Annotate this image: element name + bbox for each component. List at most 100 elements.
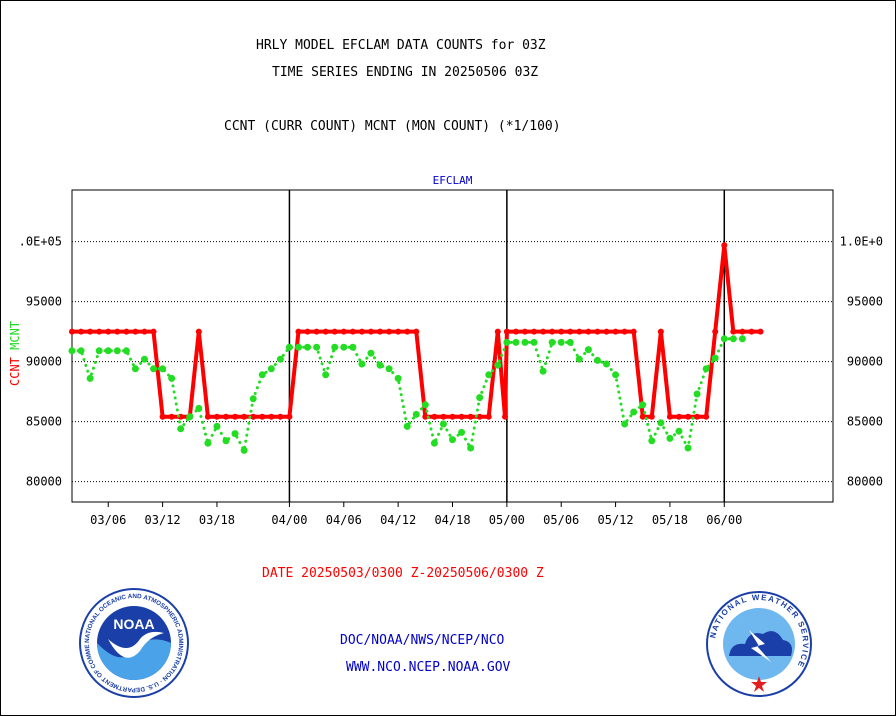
data-point-mcnt	[285, 343, 293, 351]
data-point-mcnt	[720, 335, 728, 343]
data-point-mcnt	[711, 354, 719, 362]
chart-title-line1: HRLY MODEL EFCLAM DATA COUNTS for 03Z	[256, 38, 546, 53]
y-tick-label-right: 90000	[847, 355, 883, 369]
data-point-ccnt	[268, 413, 275, 420]
data-point-mcnt	[449, 436, 456, 444]
data-point-ccnt	[241, 413, 248, 420]
data-point-mcnt	[195, 404, 203, 412]
data-point-ccnt	[322, 328, 329, 335]
data-point-ccnt	[386, 328, 393, 335]
y-tick-label-left: 85000	[26, 415, 62, 429]
data-point-ccnt	[367, 328, 374, 335]
data-point-ccnt	[549, 328, 556, 335]
data-point-mcnt	[113, 347, 121, 355]
data-point-ccnt	[521, 328, 528, 335]
data-point-mcnt	[548, 338, 556, 346]
y-tick-label-left: 95000	[26, 295, 62, 309]
x-tick-label: 04/06	[326, 513, 362, 527]
data-point-mcnt	[313, 343, 321, 351]
data-point-ccnt	[422, 413, 429, 420]
data-point-ccnt	[585, 328, 592, 335]
data-point-mcnt	[322, 371, 330, 379]
data-point-ccnt	[748, 328, 755, 335]
data-point-mcnt	[412, 410, 420, 418]
panel-title: EFCLAM	[433, 174, 473, 187]
data-point-mcnt	[186, 413, 194, 421]
plot-frame	[71, 189, 834, 503]
noaa-logo: NOAA NATIONAL OCEANIC AND ATMOSPHERIC AD…	[78, 587, 189, 698]
data-point-ccnt	[87, 328, 94, 335]
data-point-ccnt	[340, 328, 347, 335]
data-point-mcnt	[159, 365, 167, 373]
data-point-mcnt	[439, 420, 447, 428]
data-point-mcnt	[467, 444, 475, 452]
data-point-mcnt	[276, 355, 284, 363]
data-point-mcnt	[331, 343, 339, 351]
data-point-ccnt	[467, 413, 474, 420]
data-point-ccnt	[123, 328, 130, 335]
data-point-mcnt	[666, 434, 674, 442]
data-point-mcnt	[358, 360, 366, 368]
data-point-mcnt	[240, 446, 248, 454]
data-point-ccnt	[485, 413, 492, 420]
grid-lines	[72, 241, 833, 483]
data-point-ccnt	[213, 413, 220, 420]
red-star-icon	[751, 676, 767, 692]
data-point-ccnt	[666, 413, 673, 420]
data-point-mcnt	[213, 422, 221, 430]
data-point-ccnt	[232, 413, 239, 420]
data-point-ccnt	[259, 413, 266, 420]
data-point-mcnt	[693, 390, 701, 398]
data-point-ccnt	[204, 413, 211, 420]
data-point-mcnt	[621, 420, 629, 428]
data-point-ccnt	[349, 328, 356, 335]
data-point-mcnt	[639, 401, 647, 409]
data-point-mcnt	[367, 349, 375, 357]
data-point-mcnt	[738, 335, 746, 343]
data-point-ccnt	[313, 328, 320, 335]
y-axis-label: CCNT MCNT	[8, 321, 22, 386]
website-link[interactable]: WWW.NCO.NCEP.NOAA.GOV	[346, 660, 511, 675]
data-point-mcnt	[512, 338, 520, 346]
data-point-ccnt	[331, 328, 338, 335]
data-point-mcnt	[485, 371, 493, 379]
data-point-ccnt	[657, 328, 664, 335]
data-point-mcnt	[566, 338, 574, 346]
data-point-ccnt	[431, 413, 438, 420]
data-point-mcnt	[684, 444, 692, 452]
y-tick-label-left: 90000	[26, 355, 62, 369]
data-point-ccnt	[413, 328, 420, 335]
data-point-ccnt	[358, 328, 365, 335]
data-point-mcnt	[177, 425, 185, 433]
y-axis-label-ccnt: CCNT	[8, 350, 22, 386]
date-range-label: DATE 20250503/0300 Z-20250506/0300 Z	[262, 566, 544, 581]
data-point-ccnt	[502, 413, 509, 420]
data-point-ccnt	[540, 328, 547, 335]
data-point-ccnt	[639, 413, 646, 420]
data-point-mcnt	[530, 338, 538, 346]
data-point-ccnt	[558, 328, 565, 335]
data-point-ccnt	[648, 413, 655, 420]
data-point-ccnt	[395, 328, 402, 335]
data-point-mcnt	[403, 422, 411, 430]
data-point-ccnt	[250, 413, 257, 420]
data-point-mcnt	[394, 374, 402, 382]
data-point-ccnt	[223, 413, 230, 420]
chart-title-line2: TIME SERIES ENDING IN 20250506 03Z	[272, 65, 539, 80]
data-point-ccnt	[132, 328, 139, 335]
data-point-ccnt	[105, 328, 112, 335]
data-point-ccnt	[630, 328, 637, 335]
data-point-ccnt	[494, 328, 501, 335]
data-point-mcnt	[539, 367, 547, 375]
data-point-mcnt	[340, 343, 348, 351]
data-point-ccnt	[449, 413, 456, 420]
data-point-ccnt	[304, 328, 311, 335]
data-point-mcnt	[603, 360, 611, 368]
data-point-mcnt	[421, 401, 429, 409]
data-point-ccnt	[675, 413, 682, 420]
y-tick-label-right: 85000	[847, 415, 883, 429]
data-point-mcnt	[630, 408, 638, 416]
x-tick-label: 06/00	[706, 513, 742, 527]
data-point-mcnt	[267, 365, 275, 373]
data-point-mcnt	[222, 437, 230, 445]
